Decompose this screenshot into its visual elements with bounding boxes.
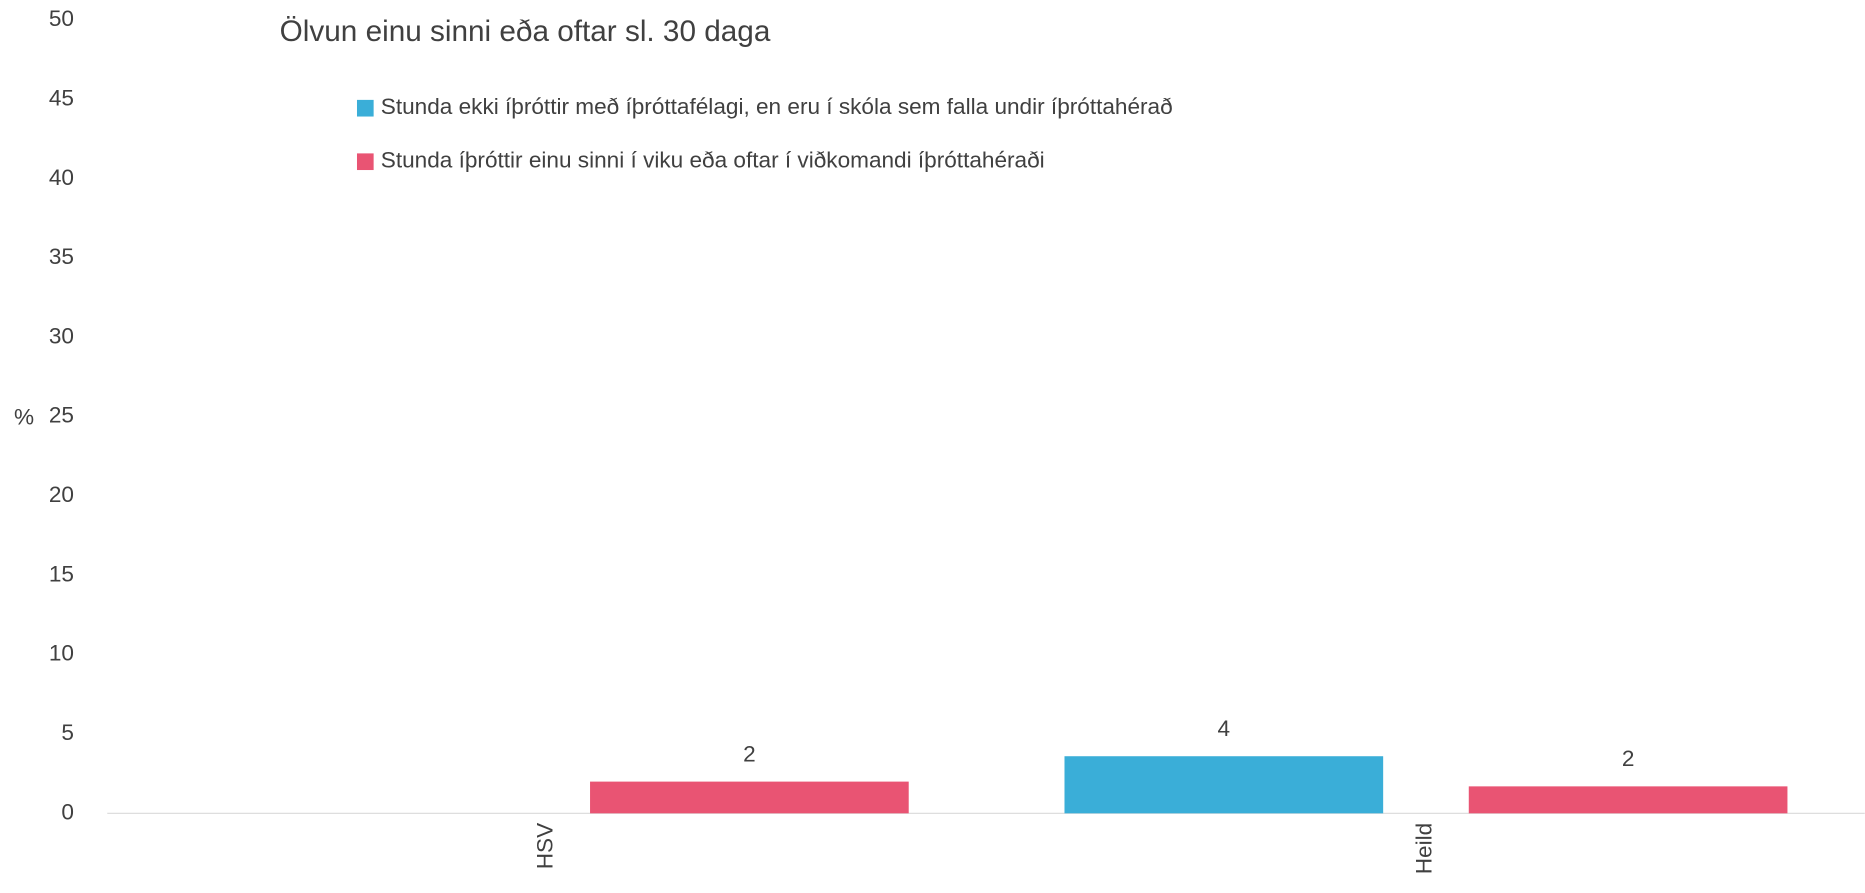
x-tick-label: Heild bbox=[1411, 823, 1436, 874]
y-tick-label: 20 bbox=[49, 482, 74, 507]
x-tick-label: HSV bbox=[533, 823, 558, 869]
bar bbox=[1468, 786, 1788, 814]
data-label: 4 bbox=[1218, 716, 1231, 741]
y-tick-label: 45 bbox=[49, 85, 74, 110]
y-tick-label: 25 bbox=[49, 403, 74, 428]
y-tick-label: 35 bbox=[49, 244, 74, 269]
y-tick-label: 15 bbox=[49, 561, 74, 586]
legend-swatch bbox=[356, 99, 374, 117]
legend-label: Stunda ekki íþróttir með íþróttafélagi, … bbox=[381, 94, 1173, 119]
y-tick-label: 30 bbox=[49, 323, 74, 348]
bar bbox=[1064, 756, 1384, 814]
y-tick-label: 0 bbox=[61, 799, 74, 824]
y-tick-label: 10 bbox=[49, 641, 74, 666]
y-tick-label: 50 bbox=[49, 6, 74, 31]
chart-title: Ölvun einu sinni eða oftar sl. 30 daga bbox=[280, 15, 771, 48]
legend-swatch bbox=[356, 153, 374, 171]
y-axis-label: % bbox=[14, 405, 34, 430]
data-label: 2 bbox=[743, 741, 756, 766]
bar bbox=[590, 781, 909, 814]
y-tick-label: 5 bbox=[61, 720, 74, 745]
data-label: 2 bbox=[1622, 746, 1635, 771]
legend-label: Stunda íþróttir einu sinni í viku eða of… bbox=[381, 148, 1045, 173]
y-tick-label: 40 bbox=[49, 165, 74, 190]
